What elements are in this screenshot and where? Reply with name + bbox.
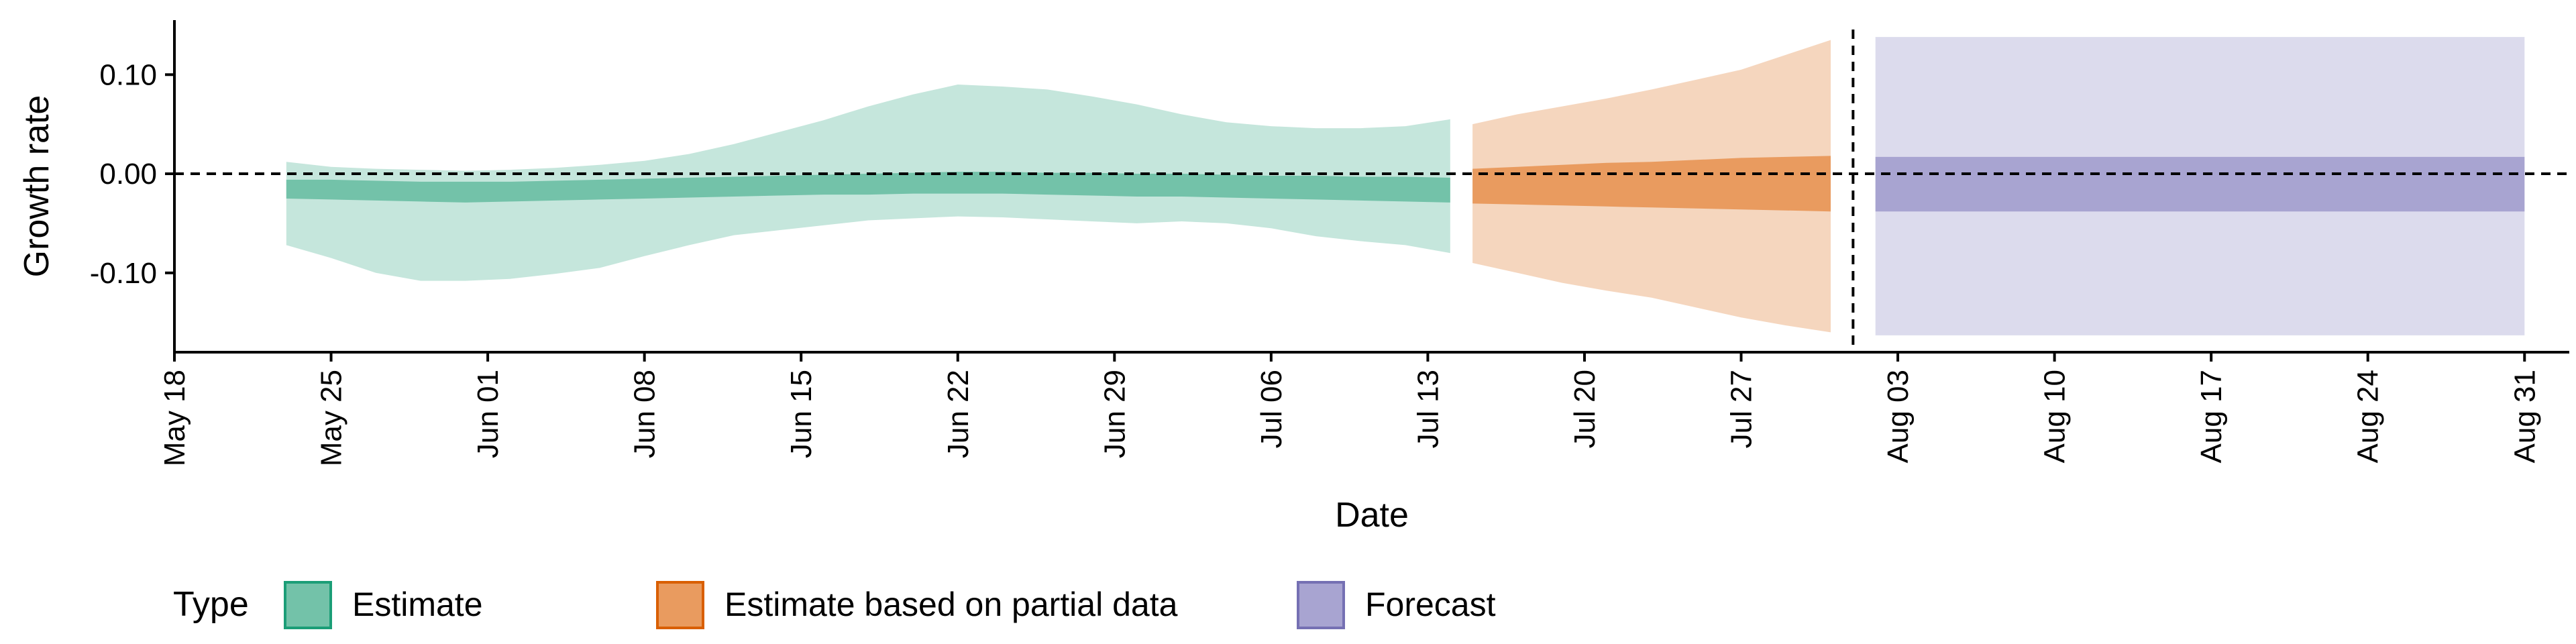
x-tick-label: Aug 17 <box>2195 370 2228 463</box>
legend-title: Type <box>173 585 249 624</box>
legend-swatch-forecast <box>1297 581 1345 629</box>
x-tick-label: Jul 27 <box>1725 370 1758 448</box>
legend-swatch-estimate <box>284 581 332 629</box>
legend-label-estimate-based-on-partial-data: Estimate based on partial data <box>724 586 1178 623</box>
y-tick-label: 0.10 <box>99 58 157 91</box>
y-tick-label: 0.00 <box>99 158 157 191</box>
legend: Type Estimate Estimate based on partial d… <box>173 581 1496 629</box>
legend-swatch-estimate-based-on-partial-data <box>656 581 704 629</box>
x-axis-ticks: May 18 May 25 Jun 01 Jun 08 Jun 15 Jun 22 Jun … <box>158 352 2541 466</box>
x-tick-label: Jun 08 <box>629 370 661 458</box>
forecast-inner-band <box>1875 156 2525 212</box>
x-tick-label: Aug 24 <box>2352 370 2385 463</box>
x-tick-label: Jun 22 <box>942 370 975 458</box>
x-tick-label: May 18 <box>158 370 191 466</box>
series-forecast <box>1875 37 2525 335</box>
x-tick-label: Jun 29 <box>1098 370 1131 458</box>
series-estimate-based-on-partial-data <box>1472 40 1831 333</box>
x-tick-label: Jul 13 <box>1411 370 1444 448</box>
x-tick-label: Aug 31 <box>2508 370 2541 463</box>
bands-layer <box>286 37 2525 335</box>
x-tick-label: Aug 03 <box>1882 370 1915 463</box>
legend-label-estimate: Estimate <box>352 586 483 623</box>
x-axis-title: Date <box>1335 496 1409 535</box>
legend-label-forecast: Forecast <box>1365 586 1496 623</box>
legend-items: Estimate Estimate based on partial data Fo… <box>284 581 1496 629</box>
estimate-based-on-partial-data-inner-band <box>1472 156 1831 212</box>
y-tick-label: -0.10 <box>90 257 157 290</box>
x-tick-label: Jun 01 <box>472 370 504 458</box>
x-tick-label: Jul 06 <box>1255 370 1288 448</box>
series-estimate <box>286 85 1450 281</box>
y-axis-title: Growth rate <box>17 95 56 278</box>
x-tick-label: Aug 10 <box>2039 370 2072 463</box>
x-tick-label: Jul 20 <box>1568 370 1601 448</box>
reference-lines <box>174 30 2569 352</box>
estimate-inner-band <box>286 172 1450 203</box>
x-tick-label: Jun 15 <box>785 370 818 458</box>
y-axis-ticks: 0.10 0.00 -0.10 <box>90 58 174 290</box>
x-tick-label: May 25 <box>315 370 348 466</box>
